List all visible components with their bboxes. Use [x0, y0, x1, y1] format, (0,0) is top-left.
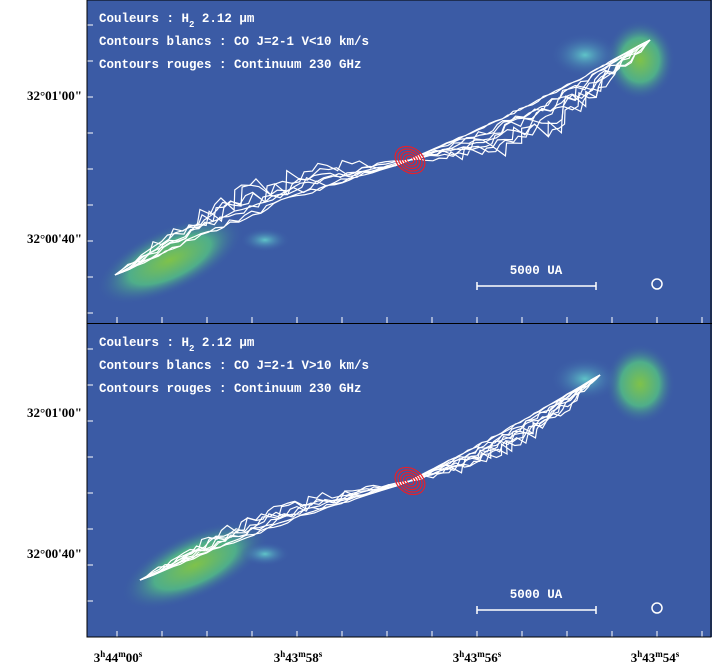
y-tick-label: 32°01'00"	[27, 405, 82, 420]
legend-part: 2.12 μm	[194, 12, 255, 26]
x-tick-label: 3h43m58s	[274, 649, 323, 665]
legend-part: Contours rouges : Continuum 230 GHz	[99, 382, 362, 396]
legend-text: Contours rouges : Continuum 230 GHz	[99, 58, 362, 72]
y-tick-label: 32°01'00"	[27, 88, 82, 103]
x-tick-unit: s	[676, 649, 680, 659]
x-tick-unit: s	[498, 649, 502, 659]
legend-part: Contours blancs : CO J=2-1 V>10 km/s	[99, 359, 369, 373]
x-tick-value: 00	[126, 650, 139, 665]
x-tick-value: 56	[485, 650, 499, 665]
legend-part: Couleurs : H	[99, 12, 189, 26]
scale-label: 5000 UA	[510, 264, 563, 278]
legend-part: 2.12 μm	[194, 336, 255, 350]
h2-knot	[240, 228, 290, 252]
x-tick-label: 3h44m00s	[94, 649, 143, 665]
legend-part: Couleurs : H	[99, 336, 189, 350]
x-tick-value: 54	[663, 650, 677, 665]
x-tick-value: 58	[306, 650, 320, 665]
legend-text: Contours rouges : Continuum 230 GHz	[99, 382, 362, 396]
x-tick-label: 3h43m56s	[453, 649, 502, 665]
h2-knot	[550, 33, 620, 77]
figure: Couleurs : H2 2.12 μmContours blancs : C…	[0, 0, 712, 669]
x-tick-value: 43	[285, 650, 299, 665]
x-tick-unit: s	[319, 649, 323, 659]
legend-part: Contours blancs : CO J=2-1 V<10 km/s	[99, 35, 369, 49]
x-tick-value: 44	[105, 650, 119, 665]
legend-text: Contours blancs : CO J=2-1 V>10 km/s	[99, 359, 369, 373]
h2-knot	[550, 357, 620, 401]
y-tick-label: 32°00'40"	[27, 546, 82, 561]
scale-label: 5000 UA	[510, 588, 563, 602]
y-tick-label: 32°00'40"	[27, 231, 82, 246]
x-tick-value: 43	[464, 650, 478, 665]
legend-text: Contours blancs : CO J=2-1 V<10 km/s	[99, 35, 369, 49]
legend-part: Contours rouges : Continuum 230 GHz	[99, 58, 362, 72]
x-tick-value: 43	[642, 650, 656, 665]
x-tick-unit: s	[139, 649, 143, 659]
h2-knot	[240, 542, 290, 566]
x-tick-label: 3h43m54s	[631, 649, 680, 665]
